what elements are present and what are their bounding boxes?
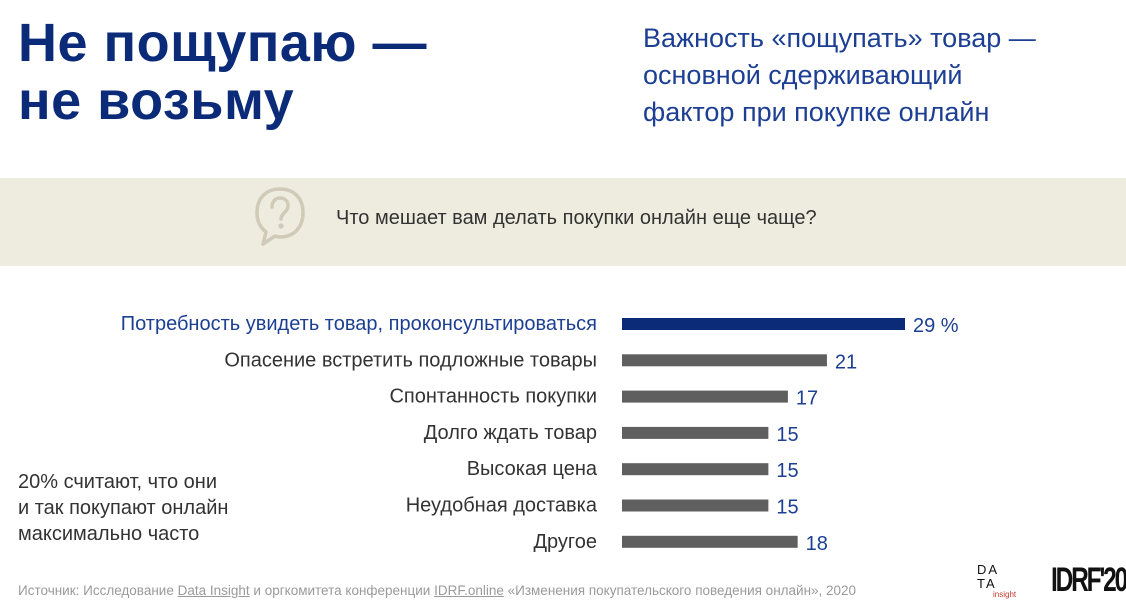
source-link-data-insight[interactable]: Data Insight: [177, 583, 250, 598]
logo-data-row-2: TA: [977, 576, 997, 591]
category-label: Неудобная доставка: [406, 495, 598, 517]
page-subtitle: Важность «пощупать» товар — основной сде…: [643, 20, 1036, 131]
subtitle-line-2: основной сдерживающий: [643, 60, 963, 90]
value-label: 18: [806, 533, 828, 555]
value-label: 21: [835, 351, 857, 373]
source-middle: и оргкомитета конференции: [249, 583, 435, 598]
bar: [622, 354, 827, 367]
bar: [622, 318, 905, 330]
note-line-2: и так покупают онлайн: [18, 497, 229, 519]
category-label: Долго ждать товар: [424, 422, 597, 444]
idrf-logo: IDRF'20: [1051, 561, 1126, 599]
question-band: [0, 178, 1126, 266]
value-label: 15: [776, 497, 798, 519]
category-label: Потребность увидеть товар, проконсультир…: [121, 313, 597, 335]
source-note: Источник: Исследование Data Insight и ор…: [18, 583, 856, 598]
value-label: 29 %: [913, 315, 959, 337]
source-suffix: «Изменения покупательского поведения онл…: [503, 583, 857, 598]
source-link-idrf[interactable]: IDRF.online: [434, 583, 504, 598]
question-bubble-icon: [255, 187, 305, 246]
logo-data-row-3: insight: [993, 590, 1017, 599]
bar: [622, 390, 788, 403]
category-label: Опасение встретить подложные товары: [224, 349, 597, 371]
value-label: 15: [776, 424, 798, 446]
page-title: Не пощупаю — не возьму: [18, 14, 427, 130]
category-label: Высокая цена: [467, 458, 598, 480]
note-line-3: максимально часто: [18, 523, 200, 545]
side-note: 20% считают, что они и так покупают онла…: [18, 469, 228, 547]
data-insight-logo: DA TA insight: [975, 561, 1025, 601]
category-label: Другое: [533, 531, 597, 553]
subtitle-line-3: фактор при покупке онлайн: [643, 97, 990, 127]
logo-data-row-1: DA: [977, 562, 1000, 577]
note-line-1: 20% считают, что они: [18, 471, 218, 493]
bar: [622, 535, 798, 548]
bar: [622, 499, 769, 512]
bar: [622, 426, 769, 439]
subtitle-line-1: Важность «пощупать» товар —: [643, 23, 1036, 53]
bar: [622, 463, 769, 476]
title-line-1: Не пощупаю —: [18, 13, 427, 73]
title-line-2: не возьму: [18, 71, 295, 131]
value-label: 17: [796, 388, 818, 410]
category-label: Спонтанность покупки: [389, 386, 597, 408]
bar-chart: Потребность увидеть товар, проконсультир…: [121, 313, 959, 555]
source-prefix: Источник: Исследование: [18, 583, 178, 598]
question-text: Что мешает вам делать покупки онлайн еще…: [336, 207, 817, 229]
value-label: 15: [776, 460, 798, 482]
